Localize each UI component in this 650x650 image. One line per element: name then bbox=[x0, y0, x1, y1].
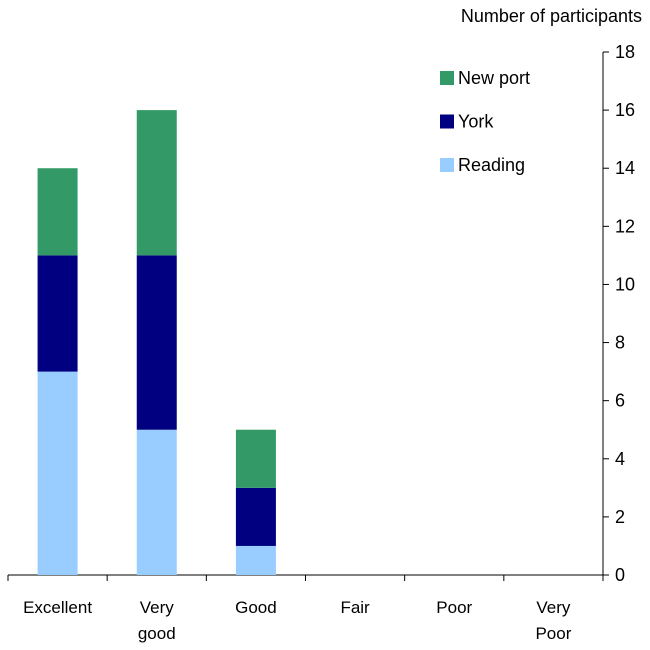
bar-segment bbox=[37, 168, 78, 256]
y-tick-label: 4 bbox=[615, 449, 625, 469]
y-tick-label: 10 bbox=[615, 274, 635, 294]
legend-swatch bbox=[440, 71, 454, 85]
bar-segment bbox=[235, 545, 276, 575]
x-tick-label: Very Poor bbox=[535, 598, 571, 643]
x-tick-label: Fair bbox=[340, 598, 370, 617]
legend-swatch bbox=[440, 158, 454, 172]
y-tick-label: 16 bbox=[615, 100, 635, 120]
bar-segment bbox=[37, 255, 78, 372]
x-tick-label: Good bbox=[235, 598, 277, 617]
legend-swatch bbox=[440, 114, 454, 129]
bar-segment bbox=[136, 255, 177, 430]
legend-label: New port bbox=[458, 68, 530, 88]
bar-segment bbox=[235, 487, 276, 546]
bar-segment bbox=[136, 110, 177, 256]
y-tick-label: 14 bbox=[615, 158, 635, 178]
bar-segment bbox=[136, 429, 177, 575]
y-tick-label: 18 bbox=[615, 42, 635, 62]
bar-segment bbox=[37, 371, 78, 575]
legend-label: Reading bbox=[458, 155, 525, 175]
y-tick-label: 2 bbox=[615, 507, 625, 527]
y-tick-label: 8 bbox=[615, 333, 625, 353]
y-tick-label: 0 bbox=[615, 565, 625, 585]
bar-segment bbox=[235, 429, 276, 488]
y-tick-label: 6 bbox=[615, 391, 625, 411]
axis-title: Number of participants bbox=[461, 6, 642, 26]
legend-label: York bbox=[458, 112, 494, 132]
x-tick-label: Very good bbox=[138, 598, 176, 643]
y-tick-label: 12 bbox=[615, 216, 635, 236]
x-tick-label: Excellent bbox=[23, 598, 92, 617]
x-tick-label: Poor bbox=[436, 598, 472, 617]
